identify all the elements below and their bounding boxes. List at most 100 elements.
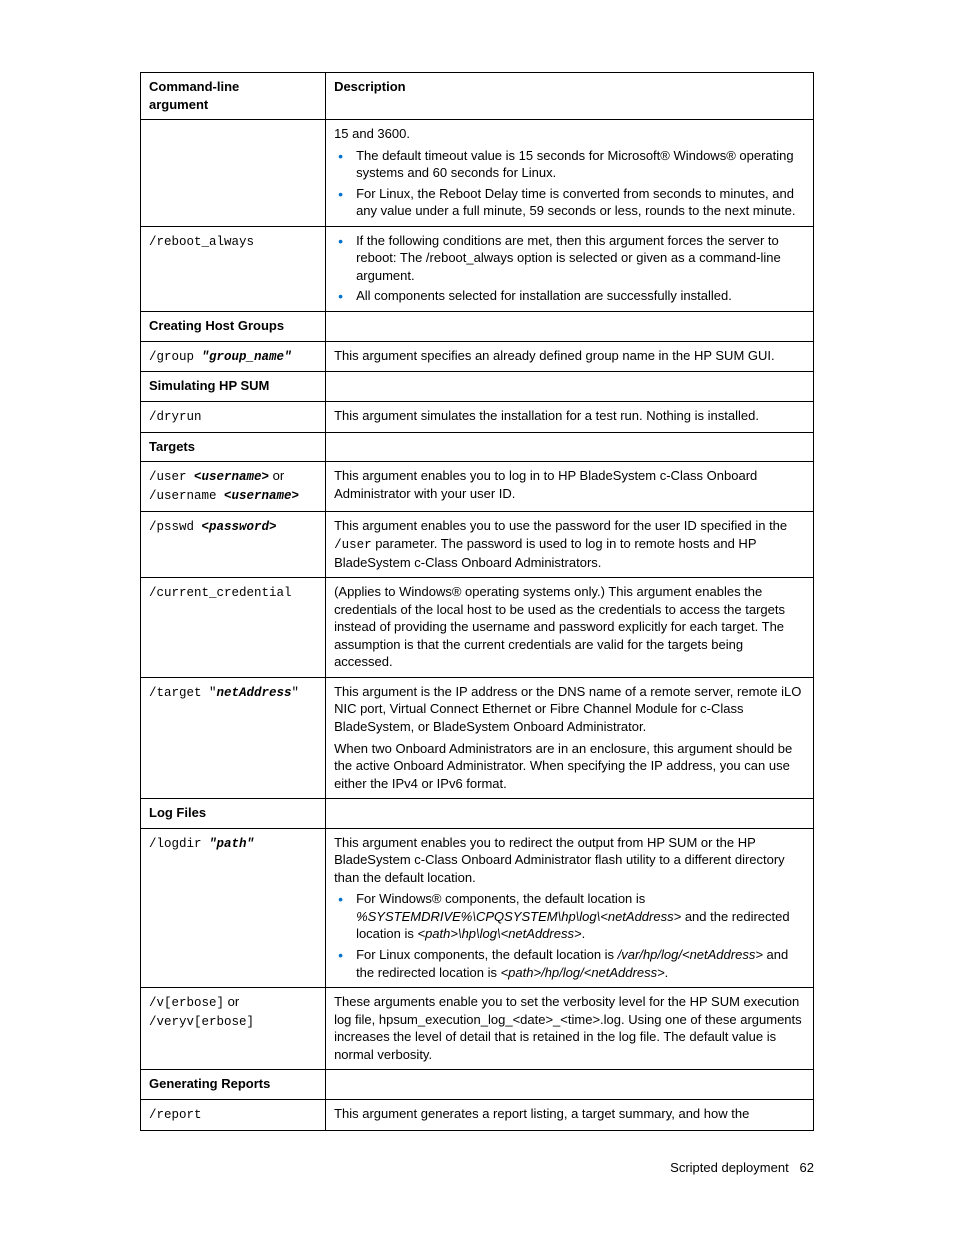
- arg-var: <password>: [202, 520, 277, 534]
- desc-text: parameter. The password is used to log i…: [334, 536, 756, 570]
- table-row: /dryrun This argument simulates the inst…: [141, 401, 814, 432]
- desc-para: When two Onboard Administrators are in a…: [334, 740, 805, 793]
- bullet-text: .: [582, 926, 586, 941]
- desc-cell: This argument enables you to use the pas…: [326, 512, 814, 578]
- desc-cell-empty: [326, 1070, 814, 1100]
- arg-cell: /psswd <password>: [141, 512, 326, 578]
- arg-cell: /reboot_always: [141, 226, 326, 311]
- arg-text: /logdir: [149, 837, 209, 851]
- arg-quote: ": [284, 350, 292, 364]
- table-row: /group "group_name" This argument specif…: [141, 341, 814, 372]
- table-section-row: Targets: [141, 432, 814, 462]
- arguments-table: Command-line argument Description 15 and…: [140, 72, 814, 1131]
- arg-var: <username>: [224, 489, 299, 503]
- desc-text: 15 and 3600.: [334, 125, 805, 143]
- desc-para: This argument enables you to redirect th…: [334, 834, 805, 887]
- table-row: /user <username> or /username <username>…: [141, 462, 814, 512]
- arg-quote: ": [209, 837, 217, 851]
- header-argument-line1: Command-line: [149, 78, 317, 96]
- arg-cell: /logdir "path": [141, 828, 326, 987]
- arg-cell: /report: [141, 1099, 326, 1130]
- bullet-item: For Linux, the Reboot Delay time is conv…: [352, 185, 805, 220]
- desc-cell: This argument generates a report listing…: [326, 1099, 814, 1130]
- bullet-item: If the following conditions are met, the…: [352, 232, 805, 285]
- arg-cell: /group "group_name": [141, 341, 326, 372]
- bullet-list: For Windows® components, the default loc…: [334, 890, 805, 981]
- table-row: /logdir "path" This argument enables you…: [141, 828, 814, 987]
- table-section-row: Generating Reports: [141, 1070, 814, 1100]
- arg-text: or: [224, 994, 239, 1009]
- table-section-row: Creating Host Groups: [141, 312, 814, 342]
- arg-text: /user: [149, 470, 194, 484]
- section-heading: Generating Reports: [141, 1070, 326, 1100]
- arg-text: /target ": [149, 686, 217, 700]
- bullet-text: For Windows® components, the default loc…: [356, 891, 645, 906]
- table-row: /target "netAddress" This argument is th…: [141, 677, 814, 798]
- arg-cell: /current_credential: [141, 578, 326, 678]
- footer-page-number: 62: [800, 1160, 814, 1175]
- table-row: /reboot_always If the following conditio…: [141, 226, 814, 311]
- section-heading: Targets: [141, 432, 326, 462]
- arg-text: ": [292, 686, 300, 700]
- desc-cell-empty: [326, 799, 814, 829]
- arg-var: path: [217, 837, 247, 851]
- arg-text: /username: [149, 489, 224, 503]
- bullet-list: The default timeout value is 15 seconds …: [334, 147, 805, 220]
- arg-quote: ": [202, 350, 210, 364]
- header-argument-line2: argument: [149, 96, 317, 114]
- bullet-text: For Linux components, the default locati…: [356, 947, 618, 962]
- desc-cell: If the following conditions are met, the…: [326, 226, 814, 311]
- desc-cell: (Applies to Windows® operating systems o…: [326, 578, 814, 678]
- arg-cell-empty: [141, 120, 326, 227]
- bullet-text: .: [665, 965, 669, 980]
- bullet-italic: <path>/hp/log/<netAddress>: [501, 965, 665, 980]
- desc-cell-empty: [326, 432, 814, 462]
- table-row: /report This argument generates a report…: [141, 1099, 814, 1130]
- bullet-item: For Windows® components, the default loc…: [352, 890, 805, 943]
- arg-text: /psswd: [149, 520, 202, 534]
- arg-var: group_name: [209, 350, 284, 364]
- desc-text: This argument enables you to use the pas…: [334, 518, 787, 533]
- table-row: 15 and 3600. The default timeout value i…: [141, 120, 814, 227]
- arg-var: <username>: [194, 470, 269, 484]
- arg-text: /report: [149, 1108, 202, 1122]
- header-description: Description: [326, 73, 814, 120]
- bullet-item: The default timeout value is 15 seconds …: [352, 147, 805, 182]
- desc-cell: This argument simulates the installation…: [326, 401, 814, 432]
- footer-label: Scripted deployment: [670, 1160, 789, 1175]
- section-heading: Creating Host Groups: [141, 312, 326, 342]
- desc-cell-empty: [326, 372, 814, 402]
- table-section-row: Simulating HP SUM: [141, 372, 814, 402]
- arg-text: /veryv[erbose]: [149, 1015, 254, 1029]
- arg-cell: /user <username> or /username <username>: [141, 462, 326, 512]
- arg-cell: /target "netAddress": [141, 677, 326, 798]
- header-argument: Command-line argument: [141, 73, 326, 120]
- desc-cell: This argument enables you to redirect th…: [326, 828, 814, 987]
- desc-cell: 15 and 3600. The default timeout value i…: [326, 120, 814, 227]
- arg-var: netAddress: [217, 686, 292, 700]
- arg-text: /v[erbose]: [149, 996, 224, 1010]
- bullet-italic: %SYSTEMDRIVE%\CPQSYSTEM\hp\log\<netAddre…: [356, 909, 681, 924]
- desc-mono: /user: [334, 538, 372, 552]
- arg-text: /group: [149, 350, 202, 364]
- page-footer: Scripted deployment 62: [670, 1160, 814, 1175]
- table-row: /current_credential (Applies to Windows®…: [141, 578, 814, 678]
- arg-text: /current_credential: [149, 586, 292, 600]
- desc-para: This argument is the IP address or the D…: [334, 683, 805, 736]
- table-header-row: Command-line argument Description: [141, 73, 814, 120]
- desc-cell: This argument specifies an already defin…: [326, 341, 814, 372]
- section-heading: Log Files: [141, 799, 326, 829]
- table-row: /v[erbose] or /veryv[erbose] These argum…: [141, 988, 814, 1070]
- arg-quote: ": [247, 837, 255, 851]
- section-heading: Simulating HP SUM: [141, 372, 326, 402]
- bullet-italic: <path>\hp\log\<netAddress>: [417, 926, 581, 941]
- desc-cell: This argument enables you to log in to H…: [326, 462, 814, 512]
- table-row: /psswd <password> This argument enables …: [141, 512, 814, 578]
- bullet-item: For Linux components, the default locati…: [352, 946, 805, 981]
- arg-cell: /v[erbose] or /veryv[erbose]: [141, 988, 326, 1070]
- arg-cell: /dryrun: [141, 401, 326, 432]
- desc-cell: These arguments enable you to set the ve…: [326, 988, 814, 1070]
- bullet-italic: /var/hp/log/<netAddress>: [618, 947, 763, 962]
- table-section-row: Log Files: [141, 799, 814, 829]
- bullet-list: If the following conditions are met, the…: [334, 232, 805, 305]
